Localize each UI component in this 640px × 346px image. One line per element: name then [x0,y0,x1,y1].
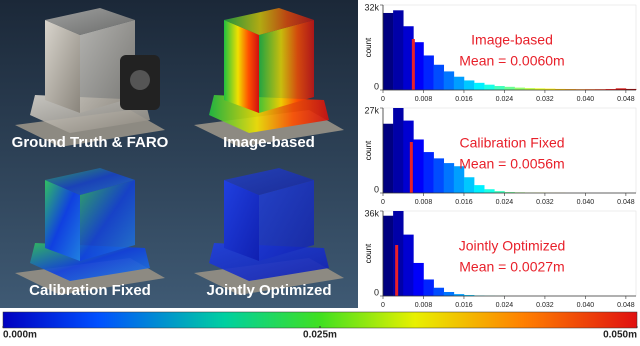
x-tick-label: 0 [381,199,385,206]
side-face [259,20,314,113]
panel-caption: Image-based [223,134,315,151]
x-tick-label: 0.032 [536,199,554,206]
x-tick-label: 0.008 [415,199,433,206]
x-tick-label: 0.040 [577,199,595,206]
x-tick-label: 0.032 [536,302,554,309]
histogram-bar [474,185,484,193]
x-tick-label: 0.024 [496,96,514,103]
scanner-lens [130,70,150,90]
histogram-bar [474,83,484,90]
y-tick-label: 32k [364,2,379,12]
x-tick-label: 0.024 [496,199,514,206]
colorbar-tick-label: 0.050m [603,330,637,341]
histogram-bar [423,55,433,90]
front-face [45,20,80,113]
x-tick-label: 0.024 [496,302,514,309]
mean-label: Mean = 0.0060m [459,53,564,69]
histogram-bar [484,189,494,193]
annotation: Calibration Fixed [459,135,564,151]
panel-caption: Calibration Fixed [29,282,151,299]
annotation: Jointly Optimized [459,238,566,254]
histogram-bar [413,42,423,90]
colorbar-tick-label: 0.000m [3,330,37,341]
mean-label: Mean = 0.0027m [459,259,564,275]
histogram-bar [484,85,494,90]
x-tick-label: 0.040 [577,96,595,103]
histogram-bar [444,71,454,90]
y-tick-label: 0 [374,184,379,194]
y-axis-label: count [364,243,373,263]
annotation: Image-based [471,32,553,48]
x-tick-label: 0.008 [415,302,433,309]
histogram-bar [393,108,403,193]
histogram-bar [393,211,403,296]
mean-label: Mean = 0.0056m [459,156,564,172]
panel-caption: Jointly Optimized [206,282,331,299]
front-face [224,20,259,113]
histogram-bar [434,65,444,90]
histogram-bar [383,13,393,90]
y-tick-label: 27k [364,105,379,115]
x-tick-label: 0.016 [455,199,473,206]
histogram-bar [504,87,514,90]
histogram-bar [423,152,433,193]
y-tick-label: 0 [374,287,379,297]
histogram-bar [454,77,464,90]
x-tick-label: 0.048 [617,302,635,309]
histogram-bar [413,263,423,296]
y-axis-label: count [364,37,373,57]
y-tick-label: 0 [374,81,379,91]
histogram-bar [494,86,504,90]
x-tick-label: 0 [381,96,385,103]
histogram-bar [444,163,454,193]
histogram-bar [434,288,444,296]
histogram-bar [423,279,433,296]
histogram-bar [464,177,474,193]
colorbar-tick-label: 0.025m [303,330,337,341]
x-tick-label: 0.016 [455,302,473,309]
histogram-bar [464,80,474,90]
x-tick-label: 0.048 [617,96,635,103]
histogram-bar [434,158,444,193]
y-axis-label: count [364,140,373,160]
x-tick-label: 0.008 [415,96,433,103]
histogram-bar [403,235,413,296]
histogram-bar [444,292,454,296]
x-tick-label: 0.040 [577,302,595,309]
histogram-bar [393,10,403,90]
histogram-bar [383,124,393,193]
x-tick-label: 0.048 [617,199,635,206]
colorbar [3,312,637,328]
x-tick-label: 0.016 [455,96,473,103]
x-tick-label: 0 [381,302,385,309]
panel-caption: Ground Truth & FARO [12,134,169,151]
y-tick-label: 36k [364,208,379,218]
x-tick-label: 0.032 [536,96,554,103]
histogram-bar [383,216,393,296]
histogram-bar [413,139,423,193]
